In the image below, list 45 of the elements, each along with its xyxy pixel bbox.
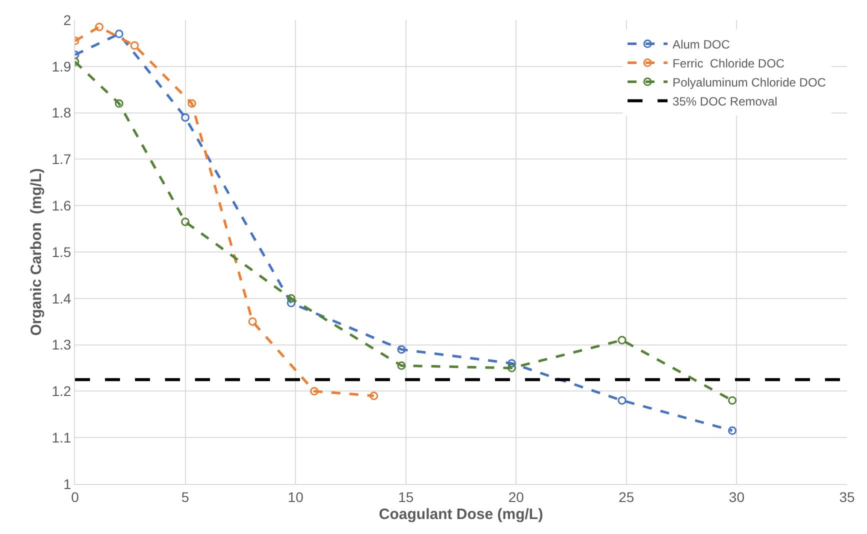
x-tick-label: 15: [398, 488, 414, 505]
x-tick-label: 30: [728, 488, 745, 505]
x-tick-label: 5: [181, 488, 190, 505]
x-tick-label: 20: [508, 488, 524, 505]
point: [286, 294, 296, 303]
y-tick-label: 1.1: [52, 430, 72, 446]
point: [728, 426, 737, 435]
point: [95, 22, 104, 32]
point: [188, 99, 196, 108]
point: [181, 113, 190, 122]
point: [507, 364, 516, 372]
y-tick-label: 1.9: [52, 58, 72, 74]
x-tick-label: 25: [618, 488, 634, 505]
x-tick-label: 35: [839, 488, 855, 505]
y-tick-label: 1.2: [52, 383, 72, 400]
x-tick-label: 0: [71, 488, 80, 505]
legend-label: 35% DOC Removal: [672, 94, 778, 108]
y-tick-label: 1: [63, 476, 72, 492]
point: [181, 218, 190, 226]
legend-label: Polyaluminum Chloride DOC: [672, 75, 826, 90]
y-tick-label: 1.3: [52, 336, 72, 353]
point: [397, 345, 406, 354]
point: [507, 359, 516, 368]
point: [618, 336, 626, 344]
y-tick-label: 1.6: [52, 198, 72, 214]
point: [114, 99, 124, 108]
point: [310, 386, 319, 396]
x-tick-label: 10: [288, 488, 304, 505]
point: [618, 396, 626, 405]
y-tick-label: 1.4: [52, 290, 72, 306]
y-tick-label: 2: [63, 12, 72, 28]
y-tick-label: 1.7: [52, 151, 72, 168]
x-axis-title: Coagulant Dose (mg/L): [378, 506, 544, 523]
y-tick-label: 1.5: [52, 244, 72, 260]
y-tick-label: 1.8: [52, 104, 72, 121]
point: [114, 30, 124, 38]
y-axis-title: Organic Carbon (mg/L): [28, 168, 45, 336]
point: [248, 317, 257, 326]
point: [370, 392, 378, 400]
point: [286, 298, 296, 308]
point: [130, 41, 139, 50]
point: [728, 396, 737, 405]
legend-label: Ferric Chloride DOC: [672, 56, 785, 70]
point: [397, 361, 406, 370]
legend-label: Alum DOC: [672, 37, 730, 52]
